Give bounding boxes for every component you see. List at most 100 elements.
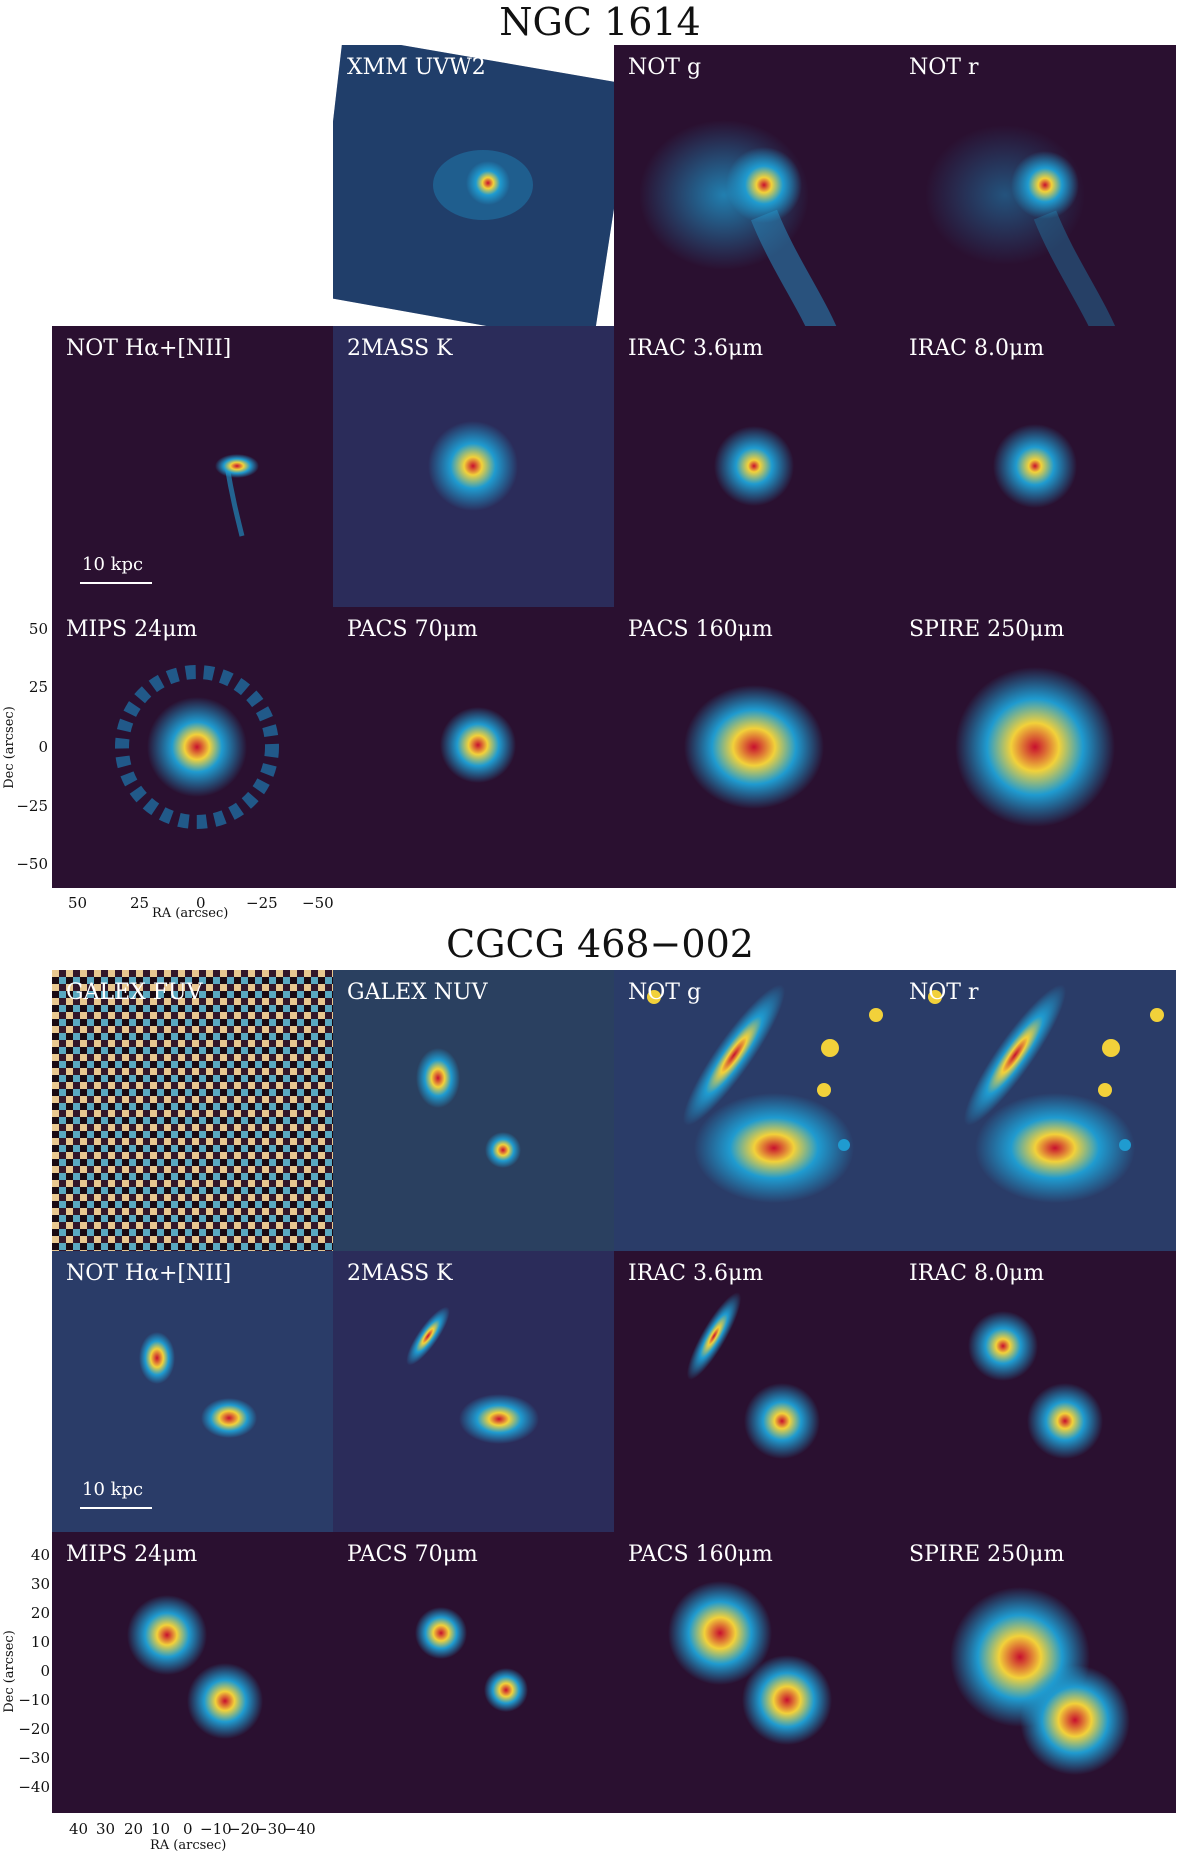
panel-pacs-70: PACS 70μm (333, 607, 614, 888)
panel-galex-fuv: GALEX FUV (52, 970, 333, 1251)
galaxy-image (440, 707, 516, 783)
y-tick: −30 (18, 1749, 50, 1767)
x-axis-label: RA (arcsec) (150, 1838, 227, 1853)
y-tick: −20 (18, 1720, 50, 1738)
y-axis-label: Dec (arcsec) (1, 1630, 17, 1713)
x-tick: −25 (246, 894, 278, 912)
y-tick: 25 (28, 678, 48, 696)
x-tick: 50 (68, 894, 88, 912)
galaxy-image (928, 984, 1164, 1203)
galaxy-image (416, 1048, 521, 1168)
panel-not-r: NOT r (895, 45, 1176, 326)
galaxy-image (428, 421, 518, 511)
panel-label: PACS 70μm (347, 1542, 478, 1567)
panel-irac-80-2: IRAC 8.0μm (895, 1251, 1176, 1532)
galaxy-image (127, 1595, 263, 1739)
x-tick: 20 (124, 1820, 144, 1838)
galaxy-image (925, 125, 1116, 326)
panel-label: NOT g (628, 980, 702, 1005)
panel-label: PACS 160μm (628, 617, 773, 642)
galaxy-image (52, 970, 333, 1251)
galaxy-image (406, 1306, 539, 1444)
panel-irac-80: IRAC 8.0μm (895, 326, 1176, 607)
galaxy-image (993, 424, 1077, 508)
panel-label: PACS 70μm (347, 617, 478, 642)
y-tick: −40 (18, 1778, 50, 1796)
panel-mips-24: MIPS 24μm (52, 607, 333, 888)
x-tick: −50 (302, 894, 334, 912)
section2-title: CGCG 468−002 (446, 922, 754, 966)
panel-label: 2MASS K (347, 1261, 453, 1286)
galaxy-image (684, 685, 824, 809)
galaxy-image (115, 665, 279, 829)
x-tick: 40 (69, 1820, 89, 1838)
y-tick: 0 (40, 1662, 50, 1680)
panel-label: NOT Hα+[NII] (66, 336, 232, 361)
x-tick: 0 (196, 894, 206, 912)
y-tick: −25 (16, 797, 48, 815)
panel-label: NOT Hα+[NII] (66, 1261, 232, 1286)
panel-label: SPIRE 250μm (909, 1542, 1065, 1567)
galaxy-image (714, 426, 794, 506)
y-tick: 20 (30, 1604, 50, 1622)
y-tick: −50 (16, 855, 48, 873)
x-tick: 30 (96, 1820, 116, 1838)
y-tick: 40 (30, 1546, 50, 1564)
galaxy-image (415, 1607, 528, 1712)
x-tick: 10 (151, 1820, 171, 1838)
panel-pacs-160-2: PACS 160μm (614, 1532, 895, 1813)
panel-label: GALEX NUV (347, 980, 488, 1005)
panel-label: 2MASS K (347, 336, 453, 361)
galaxy-image (333, 45, 614, 326)
galaxy-image (647, 984, 883, 1203)
panel-2mass-k-2: 2MASS K (333, 1251, 614, 1532)
panel-xmm-uvw2: XMM UVW2 (333, 45, 614, 326)
panel-label: MIPS 24μm (66, 617, 198, 642)
panel-label: NOT g (628, 55, 702, 80)
galaxy-image (968, 1311, 1103, 1459)
x-tick: −30 (255, 1820, 287, 1838)
galaxy-image (950, 1587, 1130, 1775)
panel-label: GALEX FUV (66, 980, 203, 1005)
panel-label: IRAC 8.0μm (909, 1261, 1045, 1286)
panel-label: IRAC 3.6μm (628, 336, 764, 361)
section1-title: NGC 1614 (499, 0, 701, 44)
panel-2mass-k: 2MASS K (333, 326, 614, 607)
panel-label: XMM UVW2 (347, 55, 486, 80)
panel-label: MIPS 24μm (66, 1542, 198, 1567)
galaxy-image (955, 667, 1115, 827)
panel-spire-250: SPIRE 250μm (895, 607, 1176, 888)
x-axis-label: RA (arcsec) (152, 906, 229, 921)
y-axis-label: Dec (arcsec) (1, 706, 17, 789)
panel-not-halpha: NOT Hα+[NII] 10 kpc (52, 326, 333, 607)
panel-label: NOT r (909, 55, 979, 80)
scale-bar (80, 1507, 152, 1509)
y-tick: 10 (30, 1633, 50, 1651)
panel-pacs-160: PACS 160μm (614, 607, 895, 888)
panel-mips-24-2: MIPS 24μm (52, 1532, 333, 1813)
panel-not-g-2: NOT g (614, 970, 895, 1251)
panel-galex-nuv: GALEX NUV (333, 970, 614, 1251)
panel-label: PACS 160μm (628, 1542, 773, 1567)
panel-irac-36: IRAC 3.6μm (614, 326, 895, 607)
galaxy-image (215, 454, 259, 537)
panel-not-r-2: NOT r (895, 970, 1176, 1251)
panel-not-halpha-2: NOT Hα+[NII] 10 kpc (52, 1251, 333, 1532)
scale-bar-label: 10 kpc (82, 1479, 144, 1500)
galaxy-image (139, 1332, 257, 1438)
x-tick: −20 (228, 1820, 260, 1838)
panel-irac-36-2: IRAC 3.6μm (614, 1251, 895, 1532)
y-tick: −10 (18, 1691, 50, 1709)
galaxy-image (686, 1292, 820, 1459)
scale-bar (80, 582, 152, 584)
y-tick: 30 (30, 1575, 50, 1593)
panel-spire-250-2: SPIRE 250μm (895, 1532, 1176, 1813)
panel-label: SPIRE 250μm (909, 617, 1065, 642)
x-tick: 0 (183, 1820, 193, 1838)
panel-not-g: NOT g (614, 45, 895, 326)
panel-pacs-70-2: PACS 70μm (333, 1532, 614, 1813)
x-tick: −10 (200, 1820, 232, 1838)
x-tick: 25 (130, 894, 150, 912)
panel-label: IRAC 8.0μm (909, 336, 1045, 361)
y-tick: 50 (28, 620, 48, 638)
